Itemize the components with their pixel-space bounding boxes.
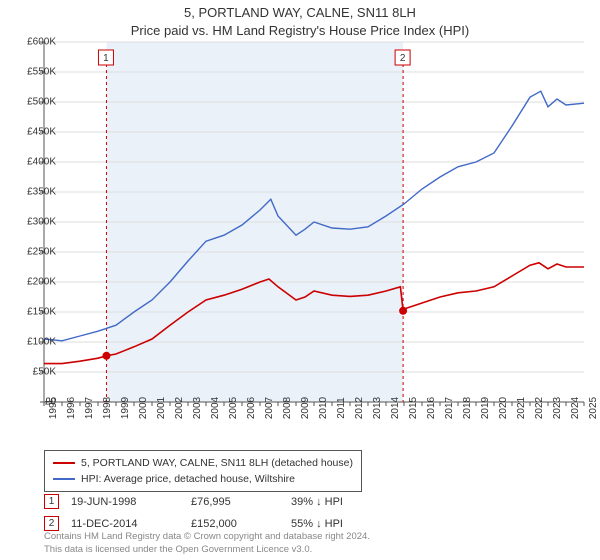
x-tick-label: 2015 — [408, 397, 419, 419]
legend-label: 5, PORTLAND WAY, CALNE, SN11 8LH (detach… — [81, 457, 353, 469]
event-diff: 39% ↓ HPI — [291, 496, 343, 508]
x-tick-label: 2011 — [336, 397, 347, 419]
x-tick-label: 2004 — [210, 397, 221, 419]
y-tick-label: £50K — [6, 367, 56, 378]
x-tick-label: 2019 — [480, 397, 491, 419]
x-tick-label: 2005 — [228, 397, 239, 419]
event-date: 19-JUN-1998 — [71, 496, 191, 508]
x-tick-label: 1999 — [120, 397, 131, 419]
title-address: 5, PORTLAND WAY, CALNE, SN11 8LH — [0, 4, 600, 22]
x-tick-label: 2023 — [552, 397, 563, 419]
event-row-1: 1 19-JUN-1998 £76,995 39% ↓ HPI — [44, 494, 343, 509]
x-tick-label: 2017 — [444, 397, 455, 419]
y-tick-label: £400K — [6, 157, 56, 168]
event-diff: 55% ↓ HPI — [291, 518, 343, 530]
legend-swatch — [53, 462, 75, 464]
x-tick-label: 2020 — [498, 397, 509, 419]
x-tick-label: 2009 — [300, 397, 311, 419]
x-tick-label: 2003 — [192, 397, 203, 419]
legend-label: HPI: Average price, detached house, Wilt… — [81, 473, 295, 485]
x-tick-label: 1996 — [66, 397, 77, 419]
x-tick-label: 2016 — [426, 397, 437, 419]
y-tick-label: £250K — [6, 247, 56, 258]
legend-swatch — [53, 478, 75, 480]
x-tick-label: 1998 — [102, 397, 113, 419]
x-tick-label: 2013 — [372, 397, 383, 419]
event-row-2: 2 11-DEC-2014 £152,000 55% ↓ HPI — [44, 516, 343, 531]
x-tick-label: 2006 — [246, 397, 257, 419]
license-text: Contains HM Land Registry data © Crown c… — [44, 531, 370, 556]
x-tick-label: 2008 — [282, 397, 293, 419]
event-date: 11-DEC-2014 — [71, 518, 191, 530]
x-tick-label: 2025 — [588, 397, 599, 419]
y-tick-label: £100K — [6, 337, 56, 348]
chart-container: 5, PORTLAND WAY, CALNE, SN11 8LH Price p… — [0, 0, 600, 560]
x-tick-label: 2007 — [264, 397, 275, 419]
y-tick-label: £300K — [6, 217, 56, 228]
event-marker-2: 2 — [44, 516, 59, 531]
legend-item: 5, PORTLAND WAY, CALNE, SN11 8LH (detach… — [53, 455, 353, 471]
x-tick-label: 2002 — [174, 397, 185, 419]
svg-text:1: 1 — [103, 53, 109, 64]
x-tick-label: 2000 — [138, 397, 149, 419]
x-tick-label: 1995 — [48, 397, 59, 419]
event-marker-1: 1 — [44, 494, 59, 509]
y-tick-label: £450K — [6, 127, 56, 138]
y-tick-label: £600K — [6, 37, 56, 48]
legend-item: HPI: Average price, detached house, Wilt… — [53, 471, 353, 487]
x-tick-label: 2018 — [462, 397, 473, 419]
event-price: £76,995 — [191, 496, 291, 508]
x-tick-label: 2001 — [156, 397, 167, 419]
y-tick-label: £350K — [6, 187, 56, 198]
y-tick-label: £500K — [6, 97, 56, 108]
x-tick-label: 2021 — [516, 397, 527, 419]
title-subtitle: Price paid vs. HM Land Registry's House … — [0, 22, 600, 40]
legend: 5, PORTLAND WAY, CALNE, SN11 8LH (detach… — [44, 450, 362, 492]
x-tick-label: 2024 — [570, 397, 581, 419]
x-tick-label: 2012 — [354, 397, 365, 419]
x-tick-label: 2022 — [534, 397, 545, 419]
y-tick-label: £200K — [6, 277, 56, 288]
chart-svg: 12 — [44, 42, 584, 402]
license-line1: Contains HM Land Registry data © Crown c… — [44, 531, 370, 543]
event-price: £152,000 — [191, 518, 291, 530]
y-tick-label: £150K — [6, 307, 56, 318]
y-tick-label: £550K — [6, 67, 56, 78]
title-block: 5, PORTLAND WAY, CALNE, SN11 8LH Price p… — [0, 0, 600, 40]
svg-text:2: 2 — [400, 53, 406, 64]
x-tick-label: 1997 — [84, 397, 95, 419]
x-tick-label: 2010 — [318, 397, 329, 419]
x-tick-label: 2014 — [390, 397, 401, 419]
license-line2: This data is licensed under the Open Gov… — [44, 544, 370, 556]
